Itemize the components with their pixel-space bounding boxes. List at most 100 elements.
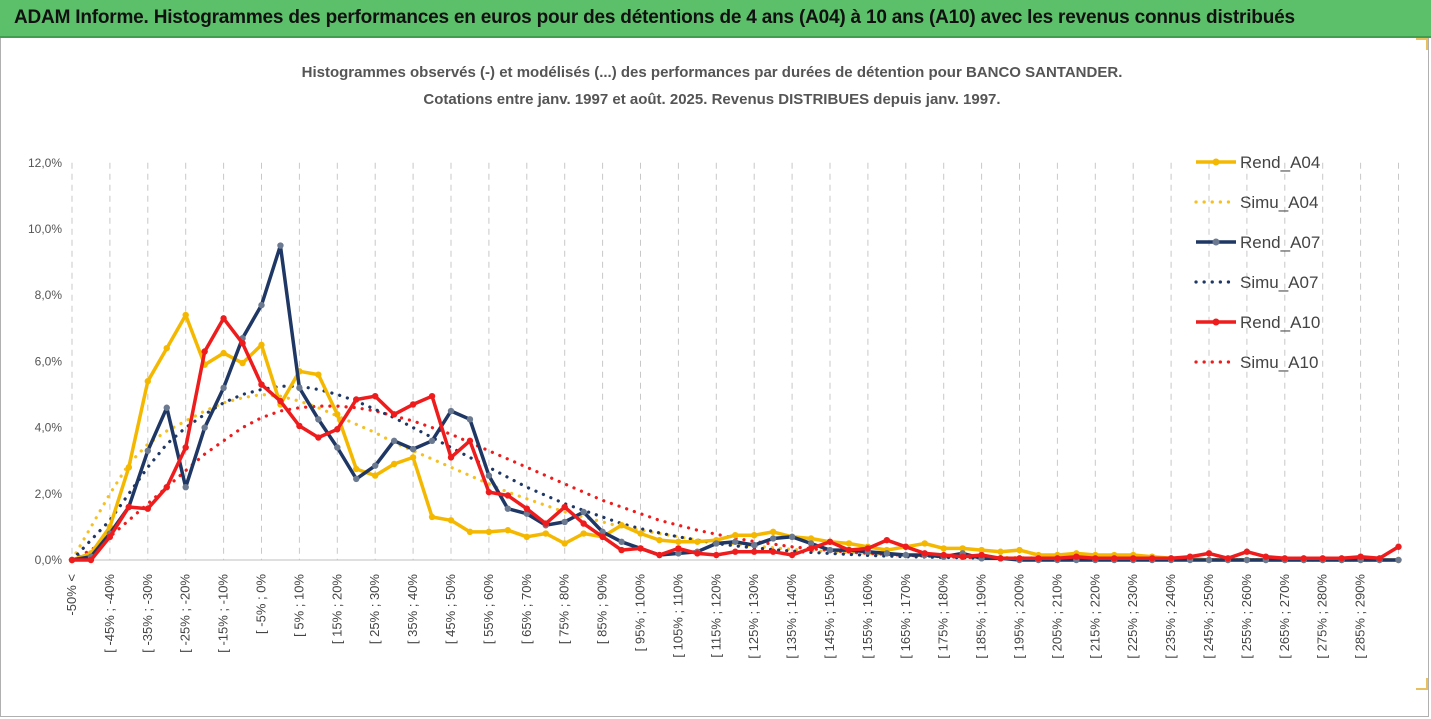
data-point — [561, 518, 568, 526]
data-point — [409, 445, 417, 453]
data-point — [447, 517, 455, 524]
data-point — [580, 508, 587, 516]
data-point — [239, 359, 246, 367]
data-point — [751, 531, 758, 539]
data-point — [296, 384, 303, 392]
series-line — [71, 243, 1399, 562]
data-point — [959, 545, 966, 552]
x-tick-label: [ 75% ; 80% — [557, 574, 572, 645]
report-banner: ADAM Informe. Histogrammes des performan… — [0, 0, 1431, 38]
data-point — [1395, 543, 1402, 550]
legend-label: Simu_A04 — [1240, 193, 1318, 212]
data-point — [694, 538, 701, 545]
data-point — [1016, 555, 1023, 562]
data-point — [1395, 556, 1402, 564]
legend-label: Rend_A10 — [1240, 313, 1320, 332]
data-point — [144, 447, 151, 454]
data-point — [447, 454, 455, 461]
data-point — [428, 392, 436, 400]
x-tick-label: [ 15% ; 20% — [329, 574, 344, 645]
x-tick-label: [ 115% ; 120% — [708, 574, 723, 658]
x-tick-label: [ 95% ; 100% — [633, 574, 648, 652]
data-point — [504, 505, 512, 512]
data-point — [1300, 555, 1307, 562]
data-point — [201, 424, 208, 431]
data-point — [220, 315, 227, 322]
x-tick-label: [ 265% ; 270% — [1277, 574, 1292, 659]
y-tick-label: 10,0% — [28, 222, 62, 236]
data-point — [447, 407, 455, 415]
y-tick-label: 2,0% — [35, 487, 63, 501]
data-point — [940, 545, 947, 552]
data-point — [1016, 546, 1023, 554]
data-point — [372, 392, 379, 400]
banner-title: ADAM Informe. Histogrammes des performan… — [14, 7, 1295, 28]
data-point — [580, 520, 587, 527]
series-line — [72, 316, 1400, 562]
x-tick-label: [ 125% ; 130% — [746, 574, 761, 659]
data-point — [580, 530, 587, 537]
data-point — [788, 533, 796, 541]
series-rend-a07 — [68, 242, 1402, 564]
data-point — [769, 535, 777, 542]
data-point — [542, 530, 549, 537]
legend-label: Simu_A10 — [1240, 353, 1318, 372]
legend-item: Simu_A10 — [1194, 353, 1318, 372]
data-point — [1319, 555, 1326, 562]
legend-label: Rend_A04 — [1240, 153, 1320, 172]
x-tick-label: [ 165% ; 170% — [898, 574, 913, 659]
data-point — [769, 548, 777, 555]
x-tick-label: [ 205% ; 210% — [1049, 574, 1064, 659]
data-point — [959, 553, 966, 560]
data-point — [599, 528, 606, 536]
data-point — [201, 348, 208, 355]
data-point — [144, 505, 151, 512]
x-tick-label: [ 245% ; 250% — [1201, 574, 1216, 659]
legend-marker — [1212, 238, 1220, 246]
data-point — [732, 538, 739, 545]
x-tick-label: [ 55% ; 60% — [481, 574, 496, 645]
data-point — [1357, 553, 1364, 560]
data-point — [637, 545, 644, 552]
data-point — [1205, 550, 1213, 557]
data-point — [258, 301, 265, 309]
legend-item: Rend_A04 — [1196, 153, 1320, 172]
x-tick-label: [ 285% ; 290% — [1353, 574, 1368, 659]
data-point — [372, 462, 379, 469]
legend-item: Rend_A07 — [1196, 233, 1320, 252]
data-point — [1224, 555, 1232, 562]
data-point — [277, 242, 284, 249]
data-point — [523, 533, 530, 541]
y-tick-label: 6,0% — [35, 354, 63, 368]
data-point — [390, 460, 398, 468]
data-point — [466, 437, 474, 445]
data-point — [1243, 548, 1251, 555]
data-point — [845, 540, 853, 547]
data-point — [807, 545, 815, 552]
data-point — [334, 444, 341, 451]
data-point — [523, 505, 530, 512]
x-tick-label: [ 235% ; 240% — [1163, 574, 1178, 659]
data-point — [675, 550, 682, 557]
data-point — [751, 548, 758, 555]
data-point — [1111, 555, 1118, 562]
series-rend-a10 — [68, 315, 1402, 564]
data-point — [182, 311, 189, 319]
data-point — [940, 551, 947, 559]
data-point — [466, 528, 474, 536]
legend-label: Rend_A07 — [1240, 233, 1320, 252]
data-point — [1376, 555, 1383, 562]
y-tick-label: 12,0% — [28, 156, 62, 170]
data-point — [182, 444, 189, 451]
legend-label: Simu_A07 — [1240, 273, 1318, 292]
corner-mark-bottom-right — [1416, 678, 1428, 690]
legend-item: Rend_A10 — [1196, 313, 1320, 332]
data-point — [1054, 555, 1061, 562]
data-point — [353, 396, 360, 403]
data-point — [485, 488, 493, 496]
data-point — [1073, 553, 1080, 560]
x-tick-label: [ 175% ; 180% — [936, 574, 951, 659]
data-point — [428, 513, 436, 521]
data-point — [353, 475, 360, 483]
data-point — [258, 341, 265, 349]
